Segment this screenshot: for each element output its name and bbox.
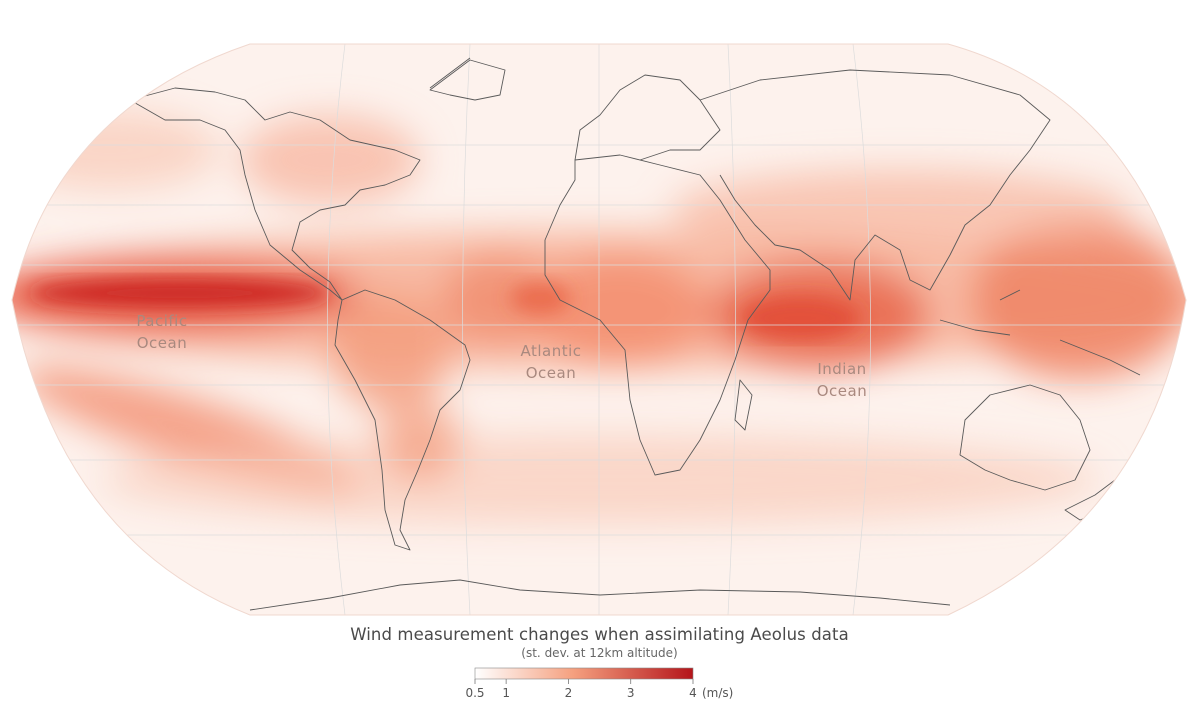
legend-colorbar: [474, 667, 694, 680]
legend-unit: (m/s): [702, 686, 733, 700]
wind-change-field: [12, 110, 1186, 525]
ocean-label-pacific-line1: Pacific: [136, 312, 187, 330]
color-legend: 0.5 1 2 3 4 (m/s): [465, 667, 733, 700]
north-america-coast: [129, 87, 421, 301]
legend-tick-label: 1: [502, 686, 510, 700]
legend-tick-label: 3: [627, 686, 635, 700]
ocean-label-indian-line1: Indian: [817, 360, 866, 378]
europe-coast: [574, 74, 721, 161]
graticule: [12, 44, 1186, 615]
map-subtitle: (st. dev. at 12km altitude): [521, 646, 678, 660]
map-title: Wind measurement changes when assimilati…: [350, 625, 849, 644]
south-america-coast: [334, 289, 471, 551]
antarctica-coast: [249, 579, 951, 611]
legend-ticks: 0.5 1 2 3 4: [465, 679, 697, 700]
ocean-label-indian-line2: Ocean: [817, 382, 867, 400]
coastlines: [129, 57, 1141, 611]
map-outline: [11, 43, 1187, 616]
ocean-label-atlantic-line2: Ocean: [526, 364, 576, 382]
australia-coast: [959, 384, 1091, 491]
legend-tick-label: 4: [689, 686, 697, 700]
ocean-labels: Pacific Ocean Atlantic Ocean Indian Ocea…: [136, 312, 867, 400]
legend-tick-label: 2: [565, 686, 573, 700]
ocean-label-atlantic-line1: Atlantic: [520, 342, 581, 360]
legend-tick-label: 0.5: [465, 686, 484, 700]
caption: Wind measurement changes when assimilati…: [0, 625, 1199, 660]
ocean-label-pacific-line2: Ocean: [137, 334, 187, 352]
africa-coast: [544, 154, 771, 476]
asia-coast: [699, 69, 1051, 301]
